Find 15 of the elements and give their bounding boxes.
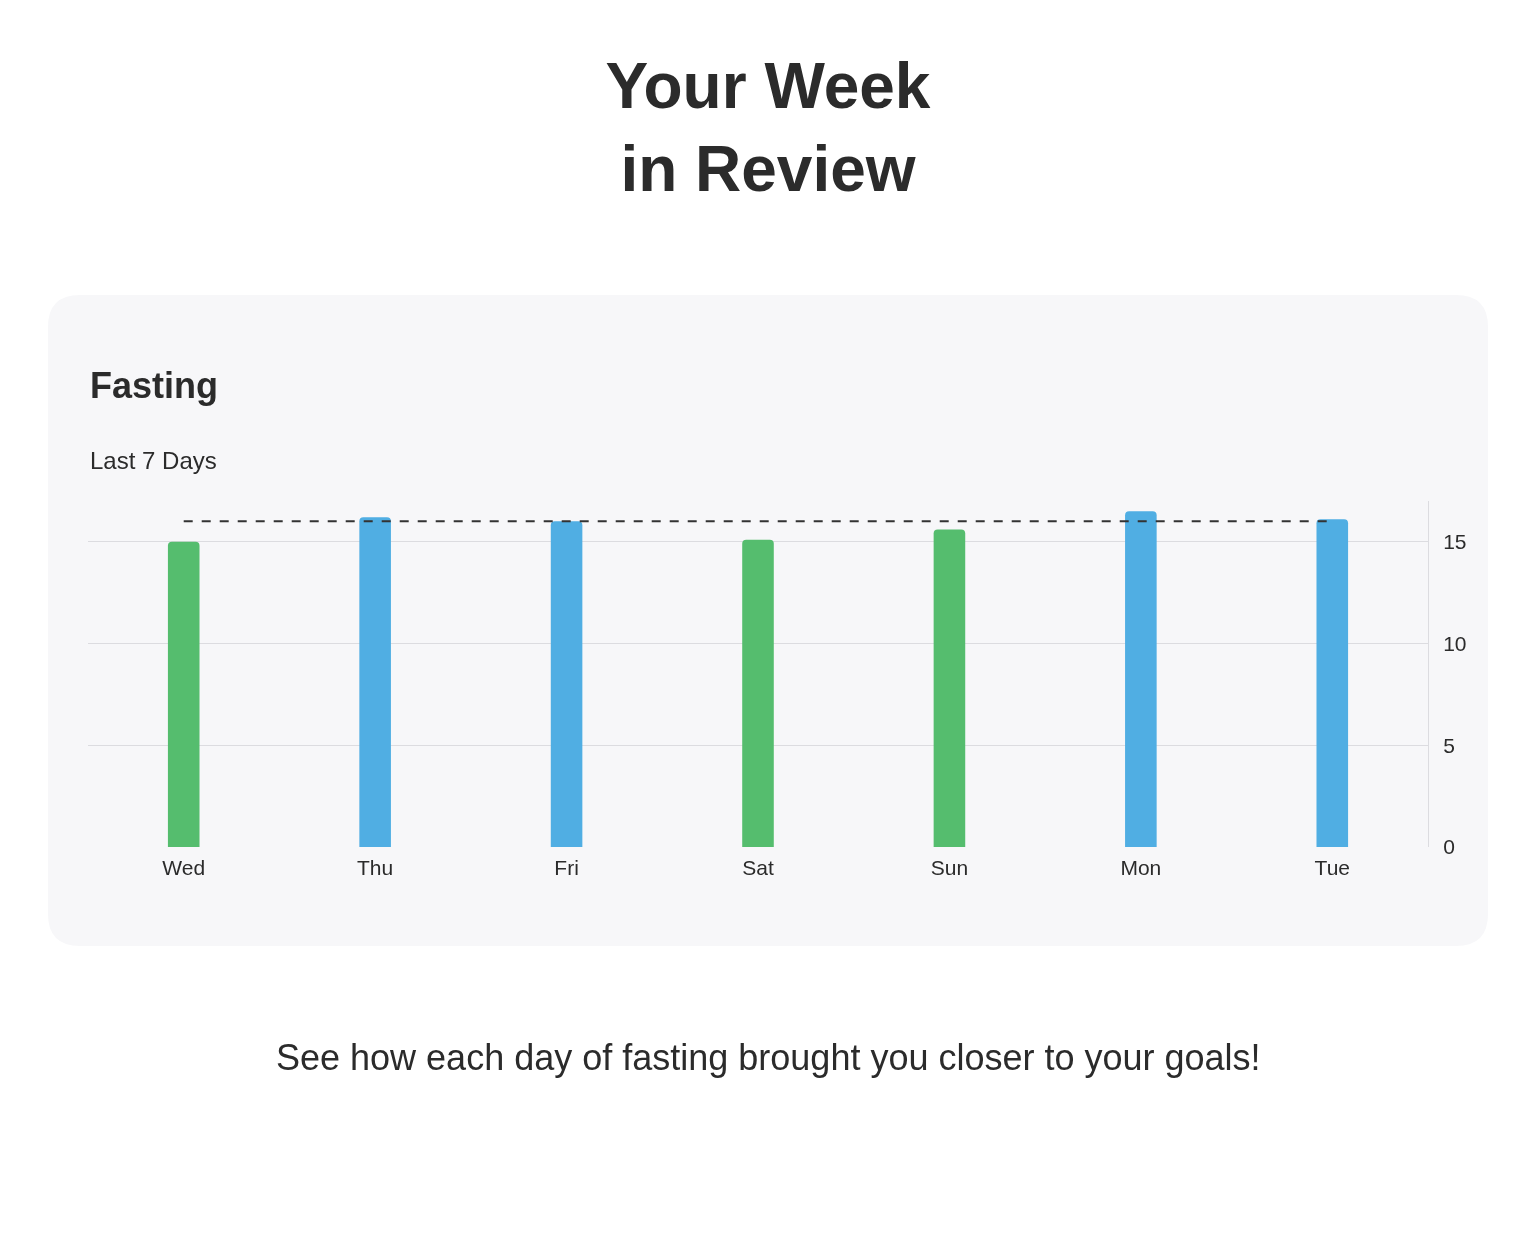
y-tick-label: 15 xyxy=(1443,530,1467,554)
x-tick-label: Fri xyxy=(554,856,579,879)
x-tick-label: Thu xyxy=(357,856,394,879)
y-tick-label: 5 xyxy=(1443,733,1455,757)
x-tick-label: Wed xyxy=(162,856,206,879)
chart-subtitle: Fasting xyxy=(90,365,219,406)
x-tick-label: Tue xyxy=(1314,856,1350,879)
y-tick-label: 10 xyxy=(1443,631,1467,655)
x-tick-label: Sat xyxy=(742,856,774,879)
x-tick-label: Mon xyxy=(1120,856,1162,879)
text: Last 7 Days xyxy=(90,447,217,474)
chart-title: Your Week in Review xyxy=(605,50,931,206)
y-tick-label: 0 xyxy=(1443,835,1455,859)
text: See how each day of fasting brought you closer to your goals! xyxy=(276,1037,1261,1078)
x-tick-label: Sun xyxy=(930,856,969,879)
